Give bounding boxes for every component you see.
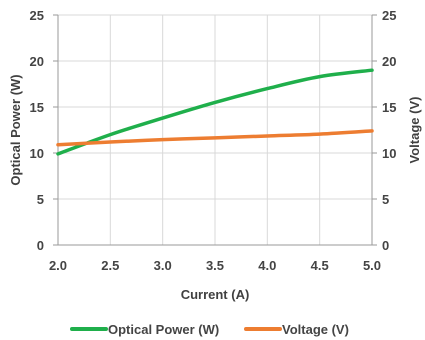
x-tick-label: 3.0 — [154, 258, 172, 273]
right-y-tick-label: 25 — [382, 8, 396, 23]
voltage-line — [56, 129, 374, 147]
right-y-tick-label: 0 — [382, 238, 389, 253]
x-tick-label: 4.0 — [258, 258, 276, 273]
left-y-tick-label: 5 — [37, 192, 44, 207]
optical-power-line — [56, 68, 374, 156]
right-y-axis-title: Voltage (V) — [407, 97, 422, 164]
grid-lines — [57, 14, 373, 246]
right-y-tick-label: 5 — [382, 192, 389, 207]
left-y-tick-label: 10 — [30, 146, 44, 161]
x-tick-label: 3.5 — [206, 258, 224, 273]
x-tick-label: 2.0 — [49, 258, 67, 273]
left-y-tick-label: 25 — [30, 8, 44, 23]
legend: Optical Power (W) Voltage (V) — [70, 322, 349, 337]
x-tick-label: 4.5 — [311, 258, 329, 273]
left-y-tick-label: 0 — [37, 238, 44, 253]
left-y-tick-labels: 0 5 10 15 20 25 — [30, 8, 44, 253]
right-y-tick-labels: 0 5 10 15 20 25 — [382, 8, 396, 253]
legend-label-voltage: Voltage (V) — [282, 322, 349, 337]
legend-label-optical-power: Optical Power (W) — [108, 322, 219, 337]
x-tick-label: 5.0 — [363, 258, 381, 273]
x-tick-labels: 2.0 2.5 3.0 3.5 4.0 4.5 5.0 — [49, 258, 381, 273]
left-y-tick-label: 15 — [30, 100, 44, 115]
left-y-tick-label: 20 — [30, 54, 44, 69]
right-y-tick-label: 20 — [382, 54, 396, 69]
right-y-tick-label: 15 — [382, 100, 396, 115]
left-y-axis-title: Optical Power (W) — [8, 74, 23, 185]
right-y-tick-label: 10 — [382, 146, 396, 161]
x-tick-label: 2.5 — [101, 258, 119, 273]
x-axis-title: Current (A) — [181, 287, 250, 302]
data-series — [56, 68, 374, 156]
